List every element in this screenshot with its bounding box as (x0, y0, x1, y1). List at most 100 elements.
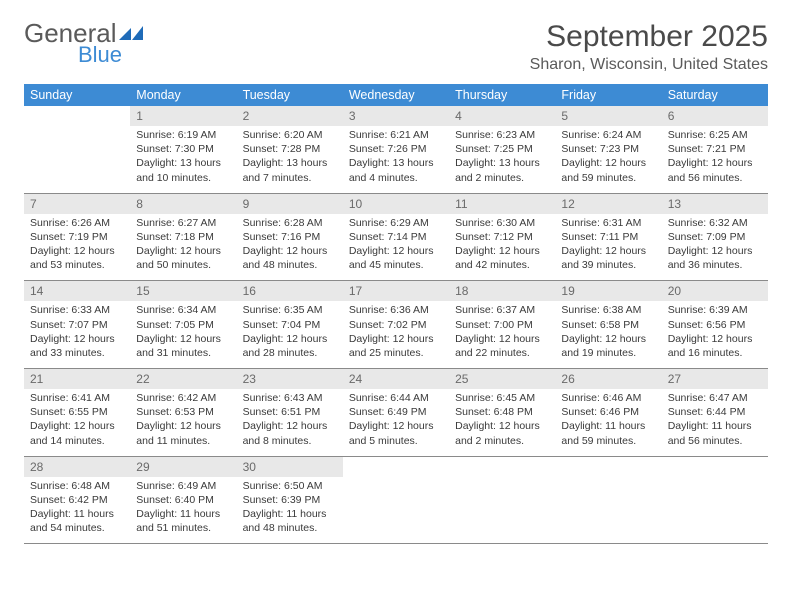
day-cell: 11Sunrise: 6:30 AMSunset: 7:12 PMDayligh… (449, 193, 555, 281)
day-number: 16 (237, 281, 343, 301)
day-cell: 5Sunrise: 6:24 AMSunset: 7:23 PMDaylight… (555, 106, 661, 193)
day-info: Sunrise: 6:43 AMSunset: 6:51 PMDaylight:… (237, 389, 343, 456)
week-row: 21Sunrise: 6:41 AMSunset: 6:55 PMDayligh… (24, 369, 768, 457)
day-number: 12 (555, 194, 661, 214)
col-sunday: Sunday (24, 84, 130, 106)
sunset-text: Sunset: 7:11 PM (561, 230, 655, 244)
header: General Blue September 2025 Sharon, Wisc… (24, 20, 768, 74)
sunset-text: Sunset: 7:09 PM (668, 230, 762, 244)
sunset-text: Sunset: 6:53 PM (136, 405, 230, 419)
sunset-text: Sunset: 7:07 PM (30, 318, 124, 332)
sunrise-text: Sunrise: 6:25 AM (668, 128, 762, 142)
sunrise-text: Sunrise: 6:26 AM (30, 216, 124, 230)
day-cell: 12Sunrise: 6:31 AMSunset: 7:11 PMDayligh… (555, 193, 661, 281)
sunrise-text: Sunrise: 6:47 AM (668, 391, 762, 405)
daylight-text: Daylight: 12 hours and 53 minutes. (30, 244, 124, 272)
day-cell: 8Sunrise: 6:27 AMSunset: 7:18 PMDaylight… (130, 193, 236, 281)
sunrise-text: Sunrise: 6:20 AM (243, 128, 337, 142)
sunset-text: Sunset: 6:51 PM (243, 405, 337, 419)
sunset-text: Sunset: 6:46 PM (561, 405, 655, 419)
daylight-text: Daylight: 13 hours and 4 minutes. (349, 156, 443, 184)
sunrise-text: Sunrise: 6:50 AM (243, 479, 337, 493)
day-number: 3 (343, 106, 449, 126)
sunrise-text: Sunrise: 6:21 AM (349, 128, 443, 142)
col-tuesday: Tuesday (237, 84, 343, 106)
col-friday: Friday (555, 84, 661, 106)
sunset-text: Sunset: 7:05 PM (136, 318, 230, 332)
daylight-text: Daylight: 12 hours and 56 minutes. (668, 156, 762, 184)
day-number: 6 (662, 106, 768, 126)
daylight-text: Daylight: 12 hours and 33 minutes. (30, 332, 124, 360)
sunrise-text: Sunrise: 6:37 AM (455, 303, 549, 317)
sunset-text: Sunset: 7:26 PM (349, 142, 443, 156)
daylight-text: Daylight: 12 hours and 31 minutes. (136, 332, 230, 360)
sunset-text: Sunset: 6:39 PM (243, 493, 337, 507)
day-info: Sunrise: 6:29 AMSunset: 7:14 PMDaylight:… (343, 214, 449, 281)
day-cell: 16Sunrise: 6:35 AMSunset: 7:04 PMDayligh… (237, 281, 343, 369)
day-info: Sunrise: 6:25 AMSunset: 7:21 PMDaylight:… (662, 126, 768, 193)
day-cell: 17Sunrise: 6:36 AMSunset: 7:02 PMDayligh… (343, 281, 449, 369)
day-cell: 28Sunrise: 6:48 AMSunset: 6:42 PMDayligh… (24, 456, 130, 544)
day-cell: 3Sunrise: 6:21 AMSunset: 7:26 PMDaylight… (343, 106, 449, 193)
day-number: 9 (237, 194, 343, 214)
sunset-text: Sunset: 6:49 PM (349, 405, 443, 419)
week-row: 7Sunrise: 6:26 AMSunset: 7:19 PMDaylight… (24, 193, 768, 281)
day-info: Sunrise: 6:47 AMSunset: 6:44 PMDaylight:… (662, 389, 768, 456)
day-cell: 30 Sunrise: 6:50 AMSunset: 6:39 PMDayligh… (237, 456, 343, 544)
sunrise-text: Sunrise: 6:30 AM (455, 216, 549, 230)
sunset-text: Sunset: 7:16 PM (243, 230, 337, 244)
daylight-text: Daylight: 11 hours and 54 minutes. (30, 507, 124, 535)
daylight-text: Daylight: 12 hours and 11 minutes. (136, 419, 230, 447)
daylight-text: Daylight: 12 hours and 45 minutes. (349, 244, 443, 272)
day-info: Sunrise: 6:48 AMSunset: 6:42 PMDaylight:… (24, 477, 130, 544)
sunrise-text: Sunrise: 6:29 AM (349, 216, 443, 230)
day-cell: 2Sunrise: 6:20 AMSunset: 7:28 PMDaylight… (237, 106, 343, 193)
sunrise-text: Sunrise: 6:42 AM (136, 391, 230, 405)
sunrise-text: Sunrise: 6:43 AM (243, 391, 337, 405)
daylight-text: Daylight: 12 hours and 19 minutes. (561, 332, 655, 360)
day-cell: 19Sunrise: 6:38 AMSunset: 6:58 PMDayligh… (555, 281, 661, 369)
day-info: Sunrise: 6:36 AMSunset: 7:02 PMDaylight:… (343, 301, 449, 368)
sunrise-text: Sunrise: 6:39 AM (668, 303, 762, 317)
sunrise-text: Sunrise: 6:31 AM (561, 216, 655, 230)
sunrise-text: Sunrise: 6:28 AM (243, 216, 337, 230)
logo-icon (119, 24, 145, 42)
daylight-text: Daylight: 11 hours and 48 minutes. (243, 507, 337, 535)
day-info: Sunrise: 6:33 AMSunset: 7:07 PMDaylight:… (24, 301, 130, 368)
sunrise-text: Sunrise: 6:34 AM (136, 303, 230, 317)
daylight-text: Daylight: 12 hours and 2 minutes. (455, 419, 549, 447)
day-number: 27 (662, 369, 768, 389)
daylight-text: Daylight: 13 hours and 7 minutes. (243, 156, 337, 184)
day-cell: 15Sunrise: 6:34 AMSunset: 7:05 PMDayligh… (130, 281, 236, 369)
day-cell: 29Sunrise: 6:49 AMSunset: 6:40 PMDayligh… (130, 456, 236, 544)
day-number: 30 (237, 457, 343, 477)
daylight-text: Daylight: 12 hours and 42 minutes. (455, 244, 549, 272)
daylight-text: Daylight: 13 hours and 10 minutes. (136, 156, 230, 184)
weekday-header-row: Sunday Monday Tuesday Wednesday Thursday… (24, 84, 768, 106)
sunrise-text: Sunrise: 6:33 AM (30, 303, 124, 317)
daylight-text: Daylight: 12 hours and 8 minutes. (243, 419, 337, 447)
sunset-text: Sunset: 6:42 PM (30, 493, 124, 507)
sunset-text: Sunset: 7:12 PM (455, 230, 549, 244)
day-cell (449, 456, 555, 544)
daylight-text: Daylight: 11 hours and 51 minutes. (136, 507, 230, 535)
daylight-text: Daylight: 12 hours and 28 minutes. (243, 332, 337, 360)
week-row: 1Sunrise: 6:19 AMSunset: 7:30 PMDaylight… (24, 106, 768, 193)
day-cell (662, 456, 768, 544)
day-info: Sunrise: 6:21 AMSunset: 7:26 PMDaylight:… (343, 126, 449, 193)
sunset-text: Sunset: 6:40 PM (136, 493, 230, 507)
day-info: Sunrise: 6:26 AMSunset: 7:19 PMDaylight:… (24, 214, 130, 281)
day-number: 10 (343, 194, 449, 214)
sunrise-text: Sunrise: 6:35 AM (243, 303, 337, 317)
page-title: September 2025 (530, 20, 768, 54)
sunrise-text: Sunrise: 6:46 AM (561, 391, 655, 405)
day-info: Sunrise: 6:45 AMSunset: 6:48 PMDaylight:… (449, 389, 555, 456)
day-cell: 26Sunrise: 6:46 AMSunset: 6:46 PMDayligh… (555, 369, 661, 457)
sunset-text: Sunset: 7:25 PM (455, 142, 549, 156)
sunrise-text: Sunrise: 6:19 AM (136, 128, 230, 142)
col-wednesday: Wednesday (343, 84, 449, 106)
sunset-text: Sunset: 6:48 PM (455, 405, 549, 419)
day-info: Sunrise: 6:19 AMSunset: 7:30 PMDaylight:… (130, 126, 236, 193)
day-cell: 21Sunrise: 6:41 AMSunset: 6:55 PMDayligh… (24, 369, 130, 457)
daylight-text: Daylight: 12 hours and 14 minutes. (30, 419, 124, 447)
